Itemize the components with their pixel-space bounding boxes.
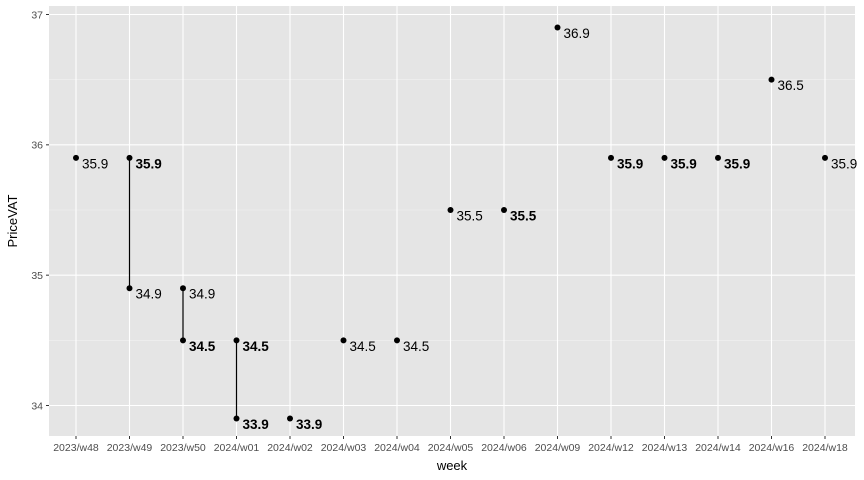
data-points	[73, 24, 828, 422]
x-axis: 2023/w48 2023/w49 2023/w50 2024/w01 2024/w02…	[53, 436, 848, 454]
y-axis-title: PriceVAT	[5, 194, 20, 247]
data-point	[554, 24, 561, 31]
point-value-label: 34.5	[243, 339, 270, 354]
point-labels: 35.9 35.9 34.9 34.9 34.5 34.5 33.9 33.9 34.5 34.5…	[82, 26, 857, 432]
x-tick-label: 2024/w16	[749, 442, 795, 454]
x-tick-label: 2023/w48	[53, 442, 99, 454]
point-value-label: 34.9	[189, 287, 215, 302]
point-value-label: 33.9	[296, 417, 322, 432]
y-tick-label: 36	[31, 140, 43, 152]
point-value-label: 34.9	[136, 287, 162, 302]
x-tick-label: 2024/w03	[321, 442, 367, 454]
x-axis-title: week	[436, 458, 468, 473]
y-tick-label: 37	[31, 9, 43, 21]
x-tick-label: 2024/w13	[642, 442, 688, 454]
data-point	[340, 337, 347, 344]
x-tick-label: 2024/w09	[535, 442, 581, 454]
plot-panel	[49, 6, 855, 436]
data-point	[73, 154, 79, 161]
point-value-label: 34.5	[189, 339, 216, 354]
data-point	[715, 154, 721, 161]
data-point	[447, 207, 454, 213]
data-point	[180, 337, 186, 344]
x-tick-label: 2024/w05	[428, 442, 474, 454]
range-segments	[128, 157, 238, 419]
point-value-label: 36.5	[778, 78, 804, 93]
data-point	[233, 415, 240, 422]
data-point	[233, 337, 240, 344]
y-tick-label: 34	[31, 400, 43, 412]
x-tick-label: 2024/w18	[802, 442, 848, 454]
data-point	[394, 337, 400, 344]
x-tick-label: 2024/w12	[588, 442, 634, 454]
point-value-label: 35.5	[457, 209, 483, 224]
x-tick-label: 2024/w01	[214, 442, 260, 454]
data-point	[608, 154, 614, 161]
x-tick-label: 2023/w49	[107, 442, 153, 454]
point-value-label: 35.9	[617, 156, 643, 171]
x-tick-label: 2024/w02	[267, 442, 313, 454]
data-point	[287, 415, 293, 422]
data-point	[126, 285, 133, 292]
point-value-label: 35.9	[82, 156, 108, 171]
point-value-label: 35.5	[510, 209, 537, 224]
data-point	[501, 207, 507, 213]
data-point	[126, 154, 133, 161]
point-value-label: 35.9	[136, 156, 162, 171]
data-point	[180, 285, 186, 292]
point-value-label: 33.9	[243, 417, 269, 432]
point-value-label: 35.9	[724, 156, 750, 171]
point-value-label: 36.9	[564, 26, 590, 41]
x-tick-label: 2024/w14	[695, 442, 741, 454]
data-point	[661, 154, 668, 161]
point-value-label: 35.9	[831, 156, 857, 171]
x-tick-label: 2024/w06	[481, 442, 527, 454]
y-axis: 34 35 36 37	[31, 9, 49, 412]
y-tick-label: 35	[31, 270, 43, 282]
major-gridlines	[49, 6, 855, 436]
point-value-label: 35.9	[671, 156, 697, 171]
data-point	[822, 154, 828, 161]
data-point	[768, 76, 775, 83]
x-tick-label: 2024/w04	[374, 442, 420, 454]
point-value-label: 34.5	[403, 339, 429, 354]
x-tick-label: 2023/w50	[160, 442, 206, 454]
point-value-label: 34.5	[350, 339, 376, 354]
